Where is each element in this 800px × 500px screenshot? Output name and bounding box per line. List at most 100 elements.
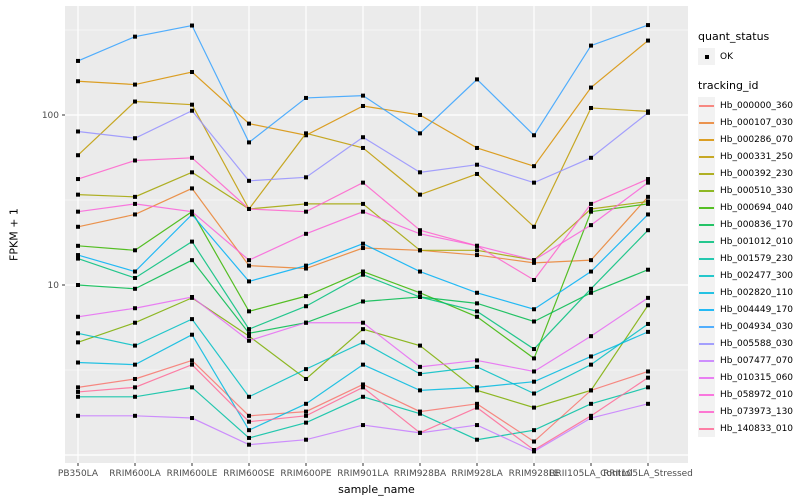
data-point-marker <box>133 320 137 325</box>
data-point-marker <box>247 178 251 183</box>
data-point-marker <box>475 388 479 393</box>
data-point-marker <box>133 34 137 39</box>
data-point-marker <box>133 385 137 390</box>
data-point-marker <box>589 201 593 206</box>
data-point-marker <box>475 145 479 150</box>
data-point-marker <box>589 416 593 421</box>
data-point-marker <box>304 201 308 206</box>
data-point-marker <box>589 354 593 359</box>
data-point-marker <box>532 180 536 185</box>
data-point-marker <box>133 275 137 280</box>
legend-item-label: Hb_007477_070 <box>720 355 794 366</box>
data-point-marker <box>361 209 365 214</box>
data-point-marker <box>646 401 650 406</box>
data-point-marker <box>646 385 650 390</box>
legend-key-box <box>698 216 715 233</box>
data-point-marker <box>418 364 422 369</box>
legend-item-Hb_000286_070: Hb_000286_070 <box>698 131 798 148</box>
data-point-marker <box>76 394 80 399</box>
data-point-marker <box>361 180 365 185</box>
data-point-marker <box>361 327 365 332</box>
data-point-marker <box>532 164 536 169</box>
y-tick-label-10: 10 <box>48 281 60 291</box>
data-point-marker <box>133 136 137 141</box>
series-color-swatch-icon <box>699 190 714 192</box>
legend-key-box <box>698 165 715 182</box>
data-point-marker <box>247 413 251 418</box>
data-point-marker <box>190 209 194 214</box>
data-point-marker <box>76 177 80 182</box>
data-point-marker <box>361 320 365 325</box>
data-point-marker <box>304 376 308 381</box>
data-point-marker <box>532 260 536 265</box>
data-point-marker <box>76 192 80 197</box>
data-point-marker <box>247 140 251 145</box>
data-point-marker <box>418 192 422 197</box>
data-point-marker <box>190 155 194 160</box>
data-point-marker <box>475 358 479 363</box>
data-point-marker <box>76 389 80 394</box>
data-point-marker <box>646 228 650 233</box>
legend-key-box <box>698 182 715 199</box>
data-point-marker <box>133 212 137 217</box>
data-point-marker <box>646 375 650 380</box>
x-axis-title: sample_name <box>338 483 415 496</box>
legend-item-label: Hb_010315_060 <box>720 372 794 383</box>
data-point-marker <box>76 360 80 365</box>
data-point-marker <box>304 175 308 180</box>
data-point-marker <box>247 435 251 440</box>
data-point-marker <box>475 171 479 176</box>
legend-item-Hb_000331_250: Hb_000331_250 <box>698 148 798 165</box>
data-point-marker <box>361 135 365 140</box>
data-point-marker <box>589 362 593 367</box>
legend-item-ok: OK <box>698 48 798 65</box>
data-point-marker <box>418 343 422 348</box>
legend-item-label: Hb_002477_300 <box>720 270 794 281</box>
legend-key-box <box>698 148 715 165</box>
data-point-marker <box>304 413 308 418</box>
x-tick-label-RRIM600LE: RRIM600LE <box>167 469 218 479</box>
legend-item-label: Hb_000694_040 <box>720 202 794 213</box>
data-point-marker <box>418 248 422 253</box>
x-tick-label-RRIM928LE: RRIM928LE <box>509 469 560 479</box>
legend-item-Hb_002477_300: Hb_002477_300 <box>698 267 798 284</box>
data-point-marker <box>646 180 650 185</box>
data-point-marker <box>76 385 80 390</box>
data-point-marker <box>190 212 194 217</box>
series-color-swatch-icon <box>699 326 714 328</box>
x-tick-label-PB350LA: PB350LA <box>58 469 99 479</box>
data-point-marker <box>133 362 137 367</box>
legend-item-Hb_000510_330: Hb_000510_330 <box>698 182 798 199</box>
legend-item-Hb_002820_110: Hb_002820_110 <box>698 284 798 301</box>
data-point-marker <box>475 248 479 253</box>
data-point-marker <box>589 43 593 48</box>
series-color-swatch-icon <box>699 377 714 379</box>
data-point-marker <box>190 385 194 390</box>
data-point-marker <box>418 231 422 236</box>
data-point-marker <box>247 121 251 126</box>
legend-key-box <box>698 403 715 420</box>
data-point-marker <box>646 201 650 206</box>
legend-item-label: Hb_073973_130 <box>720 406 794 417</box>
data-point-marker <box>133 376 137 381</box>
data-point-marker <box>646 212 650 217</box>
data-point-marker <box>475 401 479 406</box>
data-point-marker <box>532 224 536 229</box>
legend-item-Hb_000694_040: Hb_000694_040 <box>698 199 798 216</box>
legend-item-Hb_005588_030: Hb_005588_030 <box>698 335 798 352</box>
data-point-marker <box>361 394 365 399</box>
data-point-marker <box>361 246 365 251</box>
data-point-marker <box>76 209 80 214</box>
data-point-marker <box>361 272 365 277</box>
data-point-marker <box>475 243 479 248</box>
legend-item-Hb_004934_030: Hb_004934_030 <box>698 318 798 335</box>
data-point-marker <box>418 411 422 416</box>
data-point-marker <box>304 437 308 442</box>
legend-item-label: Hb_140833_010 <box>720 423 794 434</box>
legend-key-box <box>698 250 715 267</box>
legend-tracking-id-title: tracking_id <box>698 79 759 92</box>
data-point-marker <box>247 258 251 263</box>
data-point-marker <box>133 286 137 291</box>
series-color-swatch-icon <box>699 360 714 362</box>
data-point-marker <box>418 371 422 376</box>
